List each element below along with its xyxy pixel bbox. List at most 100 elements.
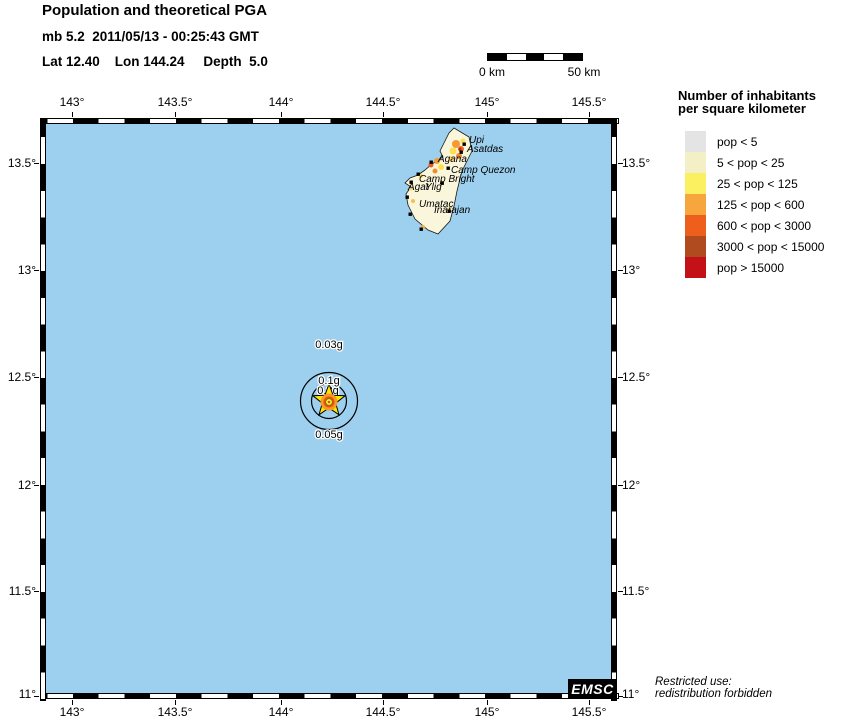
town-label-inarajan: Inarajan: [434, 205, 471, 216]
map-frame-bottom: [40, 693, 619, 699]
axis-tick: [175, 112, 176, 117]
legend-swatch: [685, 131, 706, 152]
axis-label-bottom-145.5: 145.5°: [571, 705, 607, 719]
legend-label: 25 < pop < 125: [717, 176, 798, 191]
axis-label-top-145: 145°: [474, 95, 500, 109]
town-dot: [446, 166, 450, 170]
legend-label: 3000 < pop < 15000: [717, 239, 825, 254]
legend-label: 125 < pop < 600: [717, 197, 805, 212]
scale-segment: [544, 54, 564, 60]
axis-tick: [383, 700, 384, 705]
axis-tick: [487, 112, 488, 117]
map-graphics: 0.2g 0.03g 0.1g 0.05g Upi Asatdas Agana …: [299, 127, 516, 442]
legend-row: 600 < pop < 3000: [685, 215, 824, 236]
legend-swatch: [685, 236, 706, 257]
scale-segment: [525, 54, 545, 60]
map-frame-right: [611, 118, 617, 701]
population-legend: pop < 5 5 < pop < 25 25 < pop < 125 125 …: [685, 131, 824, 278]
scale-segment: [506, 54, 526, 60]
guam-island: [404, 127, 473, 235]
town-label-umatac: Umatac: [419, 199, 453, 210]
town-dot: [405, 195, 409, 199]
legend-row: pop < 5: [685, 131, 824, 152]
legend-label: pop > 15000: [717, 260, 785, 275]
legend-title-line2: per square kilometer: [678, 101, 806, 116]
map-frame-top: [40, 118, 619, 124]
axis-label-top-143.5: 143.5°: [157, 95, 193, 109]
town-label-asatdas: Asatdas: [466, 144, 503, 155]
event-info: mb 5.2 2011/05/13 - 00:25:43 GMT: [42, 29, 259, 44]
legend-row: 25 < pop < 125: [685, 173, 824, 194]
axis-label-left-11: 11°: [18, 687, 36, 701]
axis-tick: [589, 112, 590, 117]
legend-label: pop < 5: [717, 134, 758, 149]
map-frame-left: [40, 118, 46, 701]
location-info: Lat 12.40 Lon 144.24 Depth 5.0: [42, 54, 268, 69]
emsc-logo: EMSC: [568, 679, 617, 699]
axis-label-top-145.5: 145.5°: [571, 95, 607, 109]
axis-tick: [72, 700, 73, 705]
town-dot: [408, 212, 412, 216]
axis-tick: [34, 377, 39, 378]
axis-tick: [34, 591, 39, 592]
axis-tick: [618, 485, 623, 486]
axis-tick: [383, 112, 384, 117]
scale-segment: [488, 54, 507, 60]
axis-tick: [618, 591, 623, 592]
legend-label: 5 < pop < 25: [717, 155, 785, 170]
pga-label-0.1g: 0.1g: [318, 375, 339, 387]
axis-label-top-144.5: 144.5°: [365, 95, 401, 109]
legend-swatch: [685, 215, 706, 236]
epicenter-center-dot: [327, 400, 331, 404]
axis-label-bottom-143.5: 143.5°: [157, 705, 193, 719]
scale-bar: [487, 53, 583, 61]
axis-label-top-144: 144°: [268, 95, 294, 109]
axis-tick: [618, 696, 623, 697]
axis-label-right-11: 11°: [622, 687, 640, 701]
axis-label-left-12: 12°: [17, 478, 36, 492]
axis-label-top-143: 143°: [59, 95, 85, 109]
legend-row: 5 < pop < 25: [685, 152, 824, 173]
pga-contour-0.05g: [299, 371, 359, 431]
axis-tick: [34, 696, 39, 697]
page-title: Population and theoretical PGA: [42, 2, 268, 19]
legend-row: 3000 < pop < 15000: [685, 236, 824, 257]
axis-tick: [618, 163, 623, 164]
pga-label-0.05g: 0.05g: [315, 429, 343, 441]
legend-swatch: [685, 173, 706, 194]
scale-start-label: 0 km: [478, 65, 506, 79]
town-label-camp-quezon: Camp Quezon: [451, 165, 516, 176]
scale-end-label: 50 km: [567, 65, 601, 79]
axis-tick: [281, 112, 282, 117]
town-dot: [440, 181, 444, 185]
axis-tick: [34, 163, 39, 164]
town-dots: [405, 142, 466, 231]
town-label-ylig: Ylig: [425, 182, 442, 193]
legend-swatch: [685, 257, 706, 278]
axis-label-left-12.5: 12.5°: [7, 370, 36, 384]
axis-tick: [618, 377, 623, 378]
axis-label-right-13: 13°: [622, 263, 641, 277]
scale-segment: [563, 54, 582, 60]
legend-title-line1: Number of inhabitants: [678, 88, 816, 103]
legend-row: 125 < pop < 600: [685, 194, 824, 215]
axis-label-right-12.5: 12.5°: [622, 370, 651, 384]
restricted-use-note-line1: Restricted use:: [655, 676, 732, 688]
axis-label-right-12: 12°: [622, 478, 641, 492]
axis-tick: [175, 700, 176, 705]
town-label-upi: Upi: [469, 135, 485, 146]
axis-label-right-11.5: 11.5°: [622, 584, 650, 598]
axis-tick: [34, 270, 39, 271]
axis-label-left-13: 13°: [17, 263, 36, 277]
axis-label-bottom-143: 143°: [59, 705, 85, 719]
axis-tick: [487, 700, 488, 705]
axis-label-bottom-144: 144°: [268, 705, 294, 719]
axis-tick: [589, 700, 590, 705]
town-label-camp-bright: Camp Bright: [419, 174, 476, 185]
axis-tick: [618, 270, 623, 271]
axis-label-right-13.5: 13.5°: [622, 156, 651, 170]
map-canvas: 0.2g 0.03g 0.1g 0.05g Upi Asatdas Agana …: [40, 118, 619, 701]
population-density-patches: [409, 138, 466, 229]
axis-label-left-13.5: 13.5°: [7, 156, 36, 170]
town-dot: [429, 160, 433, 164]
